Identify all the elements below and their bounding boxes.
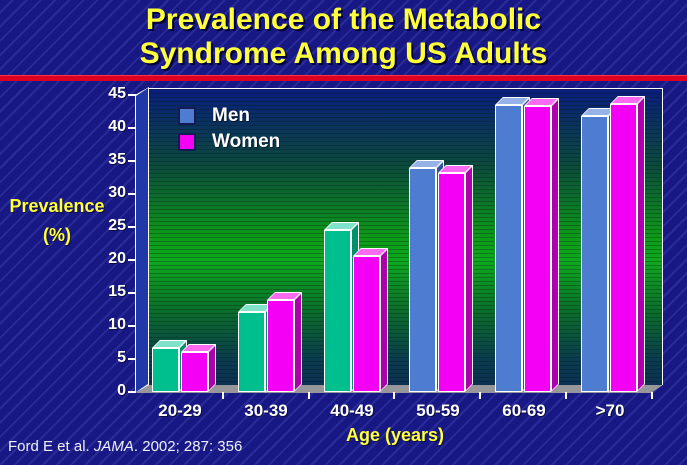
y-tick-mark [128,127,136,129]
bar-front-face [152,347,179,392]
title-divider-rule [0,75,687,81]
bar-front-face [181,351,208,392]
bar-women-20-29 [181,343,216,392]
legend-swatch-women-icon [178,133,196,151]
y-tick-mark [128,160,136,162]
y-axis-title-line2: (%) [43,224,71,245]
x-axis-ticks [137,392,653,400]
bar-side-face [208,343,216,392]
chart-legend: Men Women [178,103,280,155]
bar-men-30-39 [237,303,273,392]
y-tick-mark [128,259,136,261]
x-tick-label: 60-69 [502,401,546,420]
bar-front-face [323,229,351,392]
y-tick-mark [128,325,136,327]
legend-entry-women: Women [178,129,280,155]
citation-pre: Ford E et al. [8,438,94,455]
y-tick-label: 20 [108,250,126,267]
bar-side-face [465,164,474,392]
bar-men-20-29 [152,339,187,392]
x-tick-mark [565,392,567,399]
y-tick-mark [128,358,136,360]
bar-side-face [293,292,302,392]
bar-men-50-59 [409,160,445,392]
bar-side-face [637,95,645,392]
bar-side-face [379,248,388,392]
y-tick-label: 35 [108,151,126,168]
y-tick-mark [128,292,136,294]
legend-label-women: Women [212,131,281,152]
bar-side-face [551,97,560,392]
bar-women-40-49 [352,248,388,392]
bar-women-30-39 [266,292,302,392]
x-tick-label: 50-59 [416,401,460,420]
citation: Ford E et al. JAMA. 2002; 287: 356 [8,438,242,455]
bar-front-face [495,104,523,392]
y-tick-label: 0 [117,382,126,399]
y-tick-label: 5 [117,349,126,366]
y-tick-label: 45 [108,85,126,102]
x-tick-label: 40-49 [330,401,374,420]
y-tick-label: 10 [108,316,126,333]
x-axis-labels: 20-29 30-39 40-49 50-59 60-69 >70 [137,401,653,421]
x-tick-mark [479,392,482,399]
citation-journal: JAMA [93,438,134,455]
citation-post: . 2002; 287: 356 [133,438,243,455]
x-tick-mark [393,392,396,399]
bar-front-face [266,300,294,392]
x-tick-mark [307,392,310,399]
x-tick-mark [650,392,653,399]
bar-men-40-49 [323,221,359,392]
bar-front-face [524,105,552,392]
bar-front-face [237,311,265,392]
legend-entry-men: Men [178,103,280,129]
bar-women->70 [610,95,645,392]
y-axis-title: Prevalence (%) [6,192,108,250]
legend-swatch-men-icon [178,107,196,125]
y-tick-mark [128,226,136,228]
y-axis-wall [136,88,148,392]
bar-women-60-69 [524,97,560,392]
x-tick-label: 30-39 [244,401,288,420]
legend-label-men: Men [212,105,250,126]
y-tick-label: 15 [108,283,126,300]
x-tick-mark [221,392,224,399]
bar-front-face [409,168,437,392]
chart-floor [136,385,663,393]
x-axis-title: Age (years) [345,425,445,445]
slide-title-text: Prevalence of the Metabolic Syndrome Amo… [139,3,548,70]
bar-men-60-69 [495,96,531,392]
plot-area: Men Women [148,88,663,392]
y-tick-label: 30 [108,184,126,201]
bar-front-face [581,115,608,392]
y-tick-label: 40 [108,118,126,135]
slide-title: Prevalence of the Metabolic Syndrome Amo… [0,3,687,70]
x-tick-label: >70 [595,401,625,420]
bar-men->70 [581,107,616,392]
y-tick-mark [128,193,136,195]
y-tick-mark [128,94,136,96]
bar-women-50-59 [438,164,474,392]
bar-front-face [352,256,380,392]
bar-front-face [438,172,466,392]
bar-front-face [610,103,637,392]
y-tick-label: 25 [108,217,126,234]
y-axis-title-line1: Prevalence [9,196,105,216]
y-tick-mark [128,391,136,393]
x-tick-label: 20-29 [158,401,202,420]
